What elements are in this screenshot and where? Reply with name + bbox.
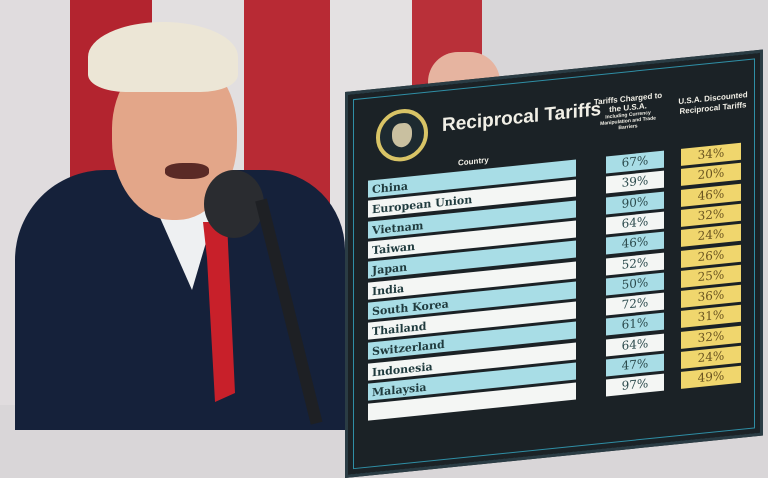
charged-tariff: 61%	[606, 312, 664, 336]
tariff-board: Reciprocal Tariffs Tariffs Charged to th…	[345, 49, 763, 478]
charged-tariff: 97%	[606, 373, 664, 397]
discounted-tariff: 24%	[681, 223, 741, 248]
discounted-tariff: 46%	[681, 183, 741, 207]
discounted-tariff: 31%	[681, 305, 741, 329]
discounted-tariff: 24%	[681, 345, 741, 369]
discounted-tariff: 32%	[681, 325, 741, 349]
hair	[88, 22, 238, 92]
charged-tariff: 47%	[606, 353, 664, 377]
board-title: Reciprocal Tariffs	[442, 98, 602, 137]
charged-tariff: 52%	[606, 252, 664, 275]
charged-tariff: 39%	[606, 170, 664, 194]
discounted-tariff: 26%	[681, 244, 741, 268]
charged-tariff: 50%	[606, 272, 664, 296]
discounted-tariff: 34%	[681, 142, 741, 166]
discounted-tariff: 25%	[681, 264, 741, 288]
discounted-tariff: 49%	[681, 366, 741, 390]
charged-tariff: 64%	[606, 333, 664, 357]
discounted-tariff: 36%	[681, 284, 741, 308]
discounted-tariff: 32%	[681, 203, 741, 227]
discounted-header: U.S.A. Discounted Reciprocal Tariffs	[678, 90, 748, 117]
charged-tariff: 72%	[606, 292, 664, 316]
charged-tariff: 67%	[606, 150, 664, 174]
discounted-tariff: 20%	[681, 163, 741, 187]
charged-tariff: 64%	[606, 211, 664, 235]
country-header: Country	[458, 155, 489, 168]
charged-tariff: 90%	[606, 191, 664, 215]
charged-tariff: 46%	[606, 231, 664, 255]
charged-subheader: Including Currency Manipulation and Trad…	[600, 109, 656, 132]
microphone-icon	[204, 170, 264, 238]
mouth	[165, 163, 209, 179]
presidential-seal-icon	[376, 106, 428, 164]
charged-header: Tariffs Charged to the U.S.A. Including C…	[593, 91, 663, 134]
